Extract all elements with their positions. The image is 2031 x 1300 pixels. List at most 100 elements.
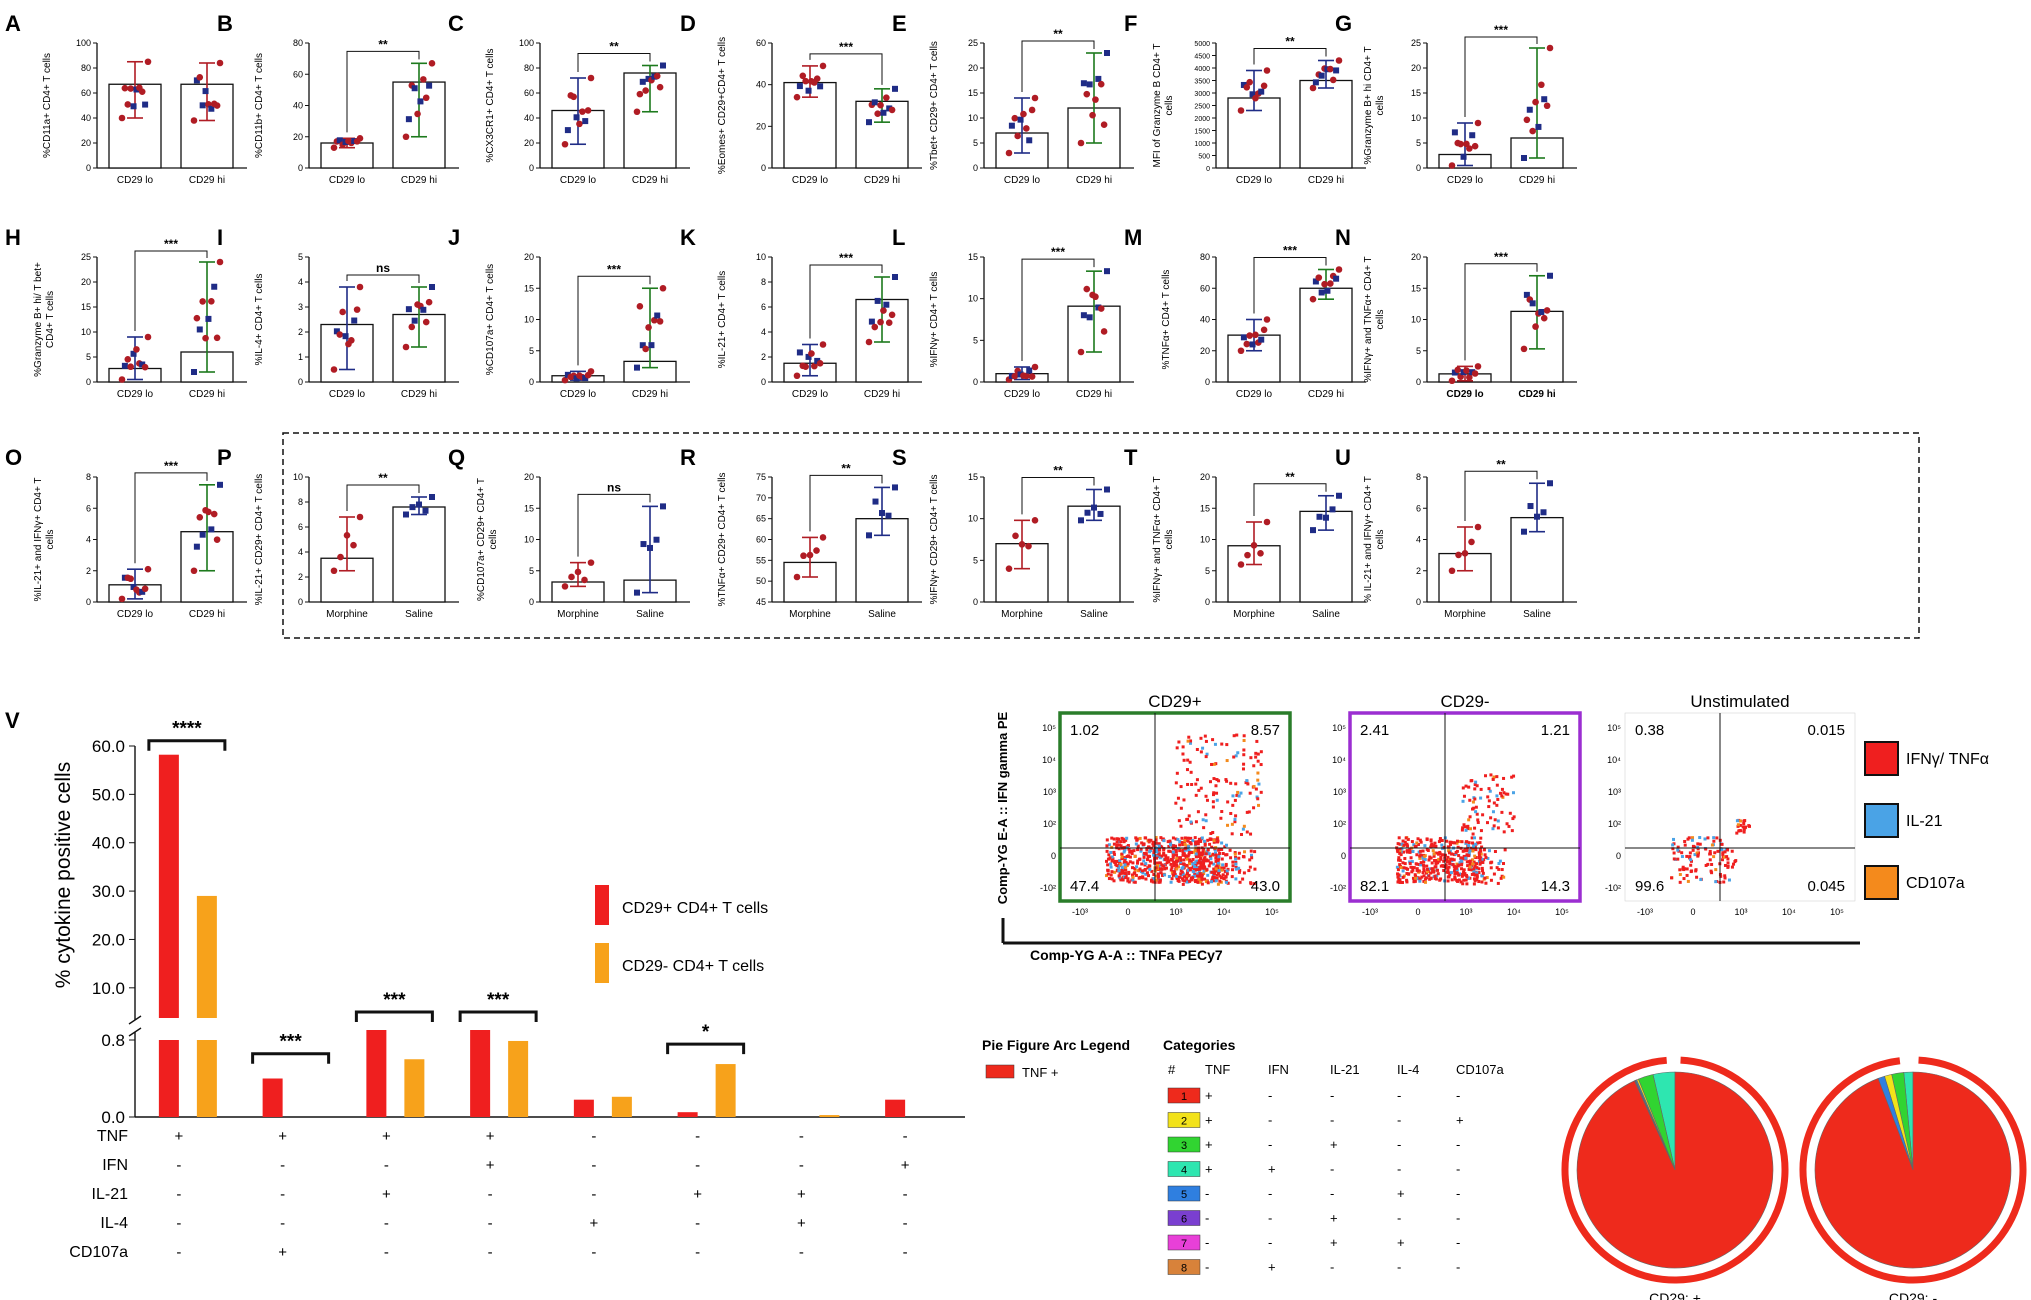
data-point	[1025, 542, 1032, 550]
flow-event	[1472, 870, 1476, 874]
flow-event	[1433, 858, 1437, 862]
flow-event	[1152, 877, 1156, 881]
flow-event	[1413, 844, 1417, 848]
flow-event	[1719, 874, 1723, 878]
flow-event	[1109, 873, 1113, 877]
data-point	[1008, 122, 1015, 129]
flow-event	[1438, 837, 1442, 841]
flow-event	[1478, 841, 1482, 845]
flow-event	[1132, 880, 1136, 884]
category-label: CD29 lo	[1004, 389, 1041, 400]
category-label: Saline	[1080, 609, 1108, 620]
flow-event	[1457, 863, 1461, 867]
data-point	[642, 87, 649, 94]
significance-bracket	[147, 739, 227, 751]
category-number: 8	[1181, 1263, 1187, 1275]
data-point	[124, 355, 132, 363]
category-label: CD29 lo	[117, 389, 154, 400]
flow-y-tick: 10³	[1333, 787, 1346, 797]
legend-label: CD29- CD4+ T cells	[622, 958, 764, 975]
bar-2	[180, 83, 234, 169]
category-label: CD29 lo	[1004, 175, 1041, 186]
significance-label: **	[1285, 35, 1295, 49]
data-point	[351, 317, 358, 324]
flow-event	[1403, 857, 1407, 861]
categories-header: CD107a	[1456, 1062, 1504, 1077]
flow-event	[1187, 845, 1191, 849]
flow-event	[1463, 872, 1467, 876]
flow-event	[1682, 868, 1686, 872]
flow-event	[1214, 877, 1218, 881]
panel-letter: D	[680, 11, 696, 36]
data-point	[888, 106, 896, 114]
flow-y-tick: 10⁵	[1042, 723, 1056, 733]
flow-event	[1197, 877, 1201, 881]
flow-event	[1135, 838, 1139, 842]
data-point	[1011, 372, 1019, 380]
flow-event	[1233, 851, 1237, 855]
y-axis-label: % IL-21+ and IFNγ+ CD4+ T	[1363, 476, 1374, 603]
flow-event	[1131, 861, 1135, 865]
flow-event	[1214, 867, 1218, 871]
flow-event	[1204, 739, 1208, 743]
category-label: CD29 hi	[189, 609, 225, 620]
y-tick-label: 6	[761, 302, 766, 312]
data-point	[819, 534, 827, 541]
flow-y-tick: -10²	[1605, 883, 1621, 893]
flow-event	[1508, 811, 1512, 815]
flow-event	[1468, 815, 1472, 819]
y-tick-label: 80	[524, 63, 534, 73]
data-point	[356, 513, 364, 521]
flow-event	[1491, 777, 1495, 781]
flow-event	[1189, 836, 1193, 840]
flow-event	[1493, 849, 1497, 853]
flow-event	[1430, 842, 1434, 846]
flow-event	[1160, 873, 1164, 877]
row-cell: -	[488, 1244, 493, 1261]
flow-event	[1145, 848, 1149, 852]
flow-event	[1242, 734, 1246, 738]
flow-event	[1413, 879, 1417, 883]
flow-event	[1186, 839, 1190, 843]
data-point	[1547, 480, 1553, 487]
flow-event	[1150, 869, 1154, 873]
flow-event	[1196, 874, 1200, 878]
flow-event	[1499, 876, 1503, 880]
flow-event	[1414, 876, 1418, 880]
data-point	[1318, 289, 1325, 296]
y-tick-label: 50.0	[92, 785, 125, 804]
flow-event	[1468, 865, 1472, 869]
flow-event	[1714, 868, 1718, 872]
flow-event	[1425, 864, 1429, 868]
flow-event	[1225, 869, 1229, 873]
significance-bracket	[577, 275, 651, 366]
flow-event	[1492, 775, 1496, 779]
flow-event	[1110, 845, 1114, 849]
data-point	[343, 532, 351, 539]
flow-event	[1742, 819, 1746, 823]
flow-event	[1259, 763, 1263, 767]
y-tick-label: 10	[524, 535, 534, 545]
flow-event	[1208, 861, 1212, 865]
flow-legend-label: IL-21	[1906, 813, 1943, 830]
flow-event	[1206, 838, 1210, 842]
flow-event	[1199, 786, 1203, 790]
flow-event	[1249, 756, 1253, 760]
category-cell: -	[1268, 1113, 1272, 1128]
flow-event	[1214, 784, 1218, 788]
flow-event	[1211, 738, 1215, 742]
flow-x-tick: -10³	[1637, 907, 1653, 917]
flow-event	[1124, 865, 1128, 869]
flow-event	[1486, 856, 1490, 860]
flow-event	[1743, 826, 1747, 830]
flow-event	[1214, 762, 1218, 766]
y-axis-label: cells	[1375, 309, 1386, 329]
flow-event	[1218, 879, 1222, 883]
flow-event	[1195, 872, 1199, 876]
category-cell: -	[1268, 1211, 1272, 1226]
data-point	[330, 567, 338, 575]
flow-event	[1409, 856, 1413, 860]
flow-event	[1468, 798, 1472, 802]
flow-event	[1457, 873, 1461, 877]
